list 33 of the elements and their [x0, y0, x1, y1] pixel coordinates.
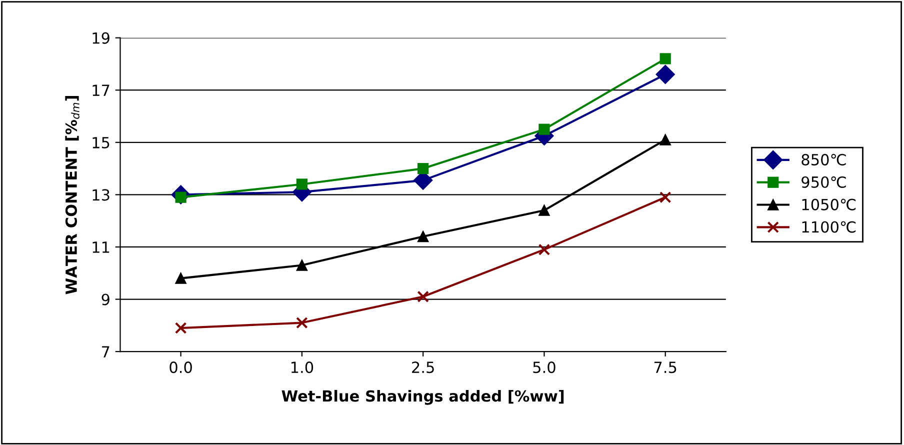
point	[418, 230, 429, 242]
x-tick-label: 0.0	[170, 362, 192, 374]
legend-label: 1050℃	[802, 198, 856, 210]
y-axis-title: WATER CONTENT [%$_{dm}$]	[65, 96, 80, 294]
point	[296, 178, 308, 190]
x-tick-label: 5.0	[533, 362, 556, 374]
y-tick-label: 11	[92, 242, 110, 253]
point	[417, 290, 429, 303]
x-tick-label: 1.0	[291, 362, 314, 374]
point	[418, 162, 429, 174]
point	[174, 322, 187, 334]
point	[660, 134, 671, 146]
point	[538, 204, 550, 216]
y-tick-label: 19	[92, 32, 110, 44]
legend-label: 1100℃	[802, 221, 856, 233]
x-tick-label: 7.5	[654, 362, 676, 374]
point	[296, 260, 308, 271]
legend-label: 950℃	[802, 176, 846, 188]
x-axis-title: Wet-Blue Shavings added [%ww]	[282, 390, 564, 405]
point	[175, 272, 186, 284]
point	[660, 53, 671, 64]
point	[538, 244, 550, 256]
y-tick-label: 9	[102, 294, 110, 306]
point	[656, 64, 675, 84]
point	[659, 191, 672, 204]
y-tick-label: 7	[102, 346, 110, 358]
point	[296, 316, 308, 329]
x-tick-label: 2.5	[412, 362, 434, 374]
y-tick-label: 15	[92, 137, 110, 148]
legend-label: 850℃	[802, 154, 846, 166]
y-tick-label: 17	[92, 84, 110, 96]
point	[538, 124, 550, 135]
y-tick-label: 13	[92, 189, 110, 201]
